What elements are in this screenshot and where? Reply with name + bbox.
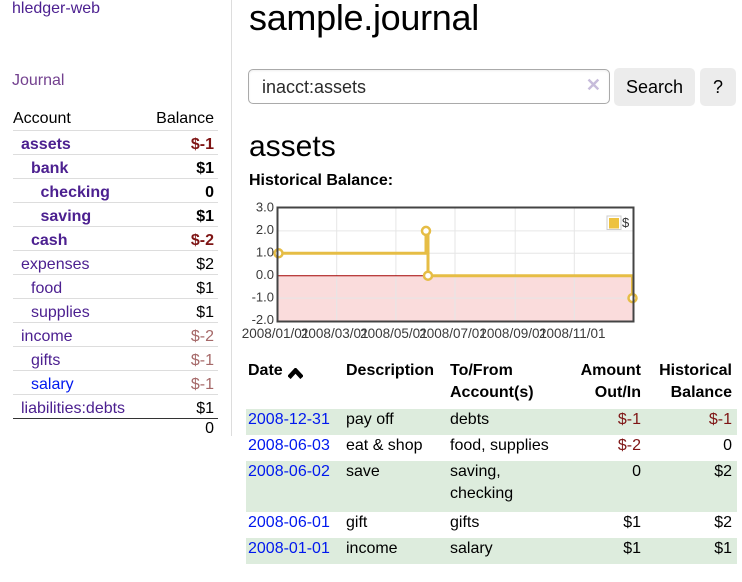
- svg-text:2008/05/01: 2008/05/01: [360, 326, 428, 341]
- svg-text:-2.0: -2.0: [252, 312, 274, 327]
- svg-text:2.0: 2.0: [256, 222, 274, 237]
- svg-text:$: $: [622, 215, 630, 230]
- svg-text:0.0: 0.0: [256, 267, 274, 282]
- svg-text:2008/09/01: 2008/09/01: [479, 326, 547, 341]
- svg-text:2008/07/01: 2008/07/01: [419, 326, 487, 341]
- svg-text:-1.0: -1.0: [252, 290, 274, 305]
- svg-text:3.0: 3.0: [256, 200, 274, 215]
- svg-text:1.0: 1.0: [256, 245, 274, 260]
- svg-text:2008/03/01: 2008/03/01: [301, 326, 369, 341]
- svg-text:2008/01/01: 2008/01/01: [242, 326, 310, 341]
- svg-text:2008/11/01: 2008/11/01: [539, 326, 606, 341]
